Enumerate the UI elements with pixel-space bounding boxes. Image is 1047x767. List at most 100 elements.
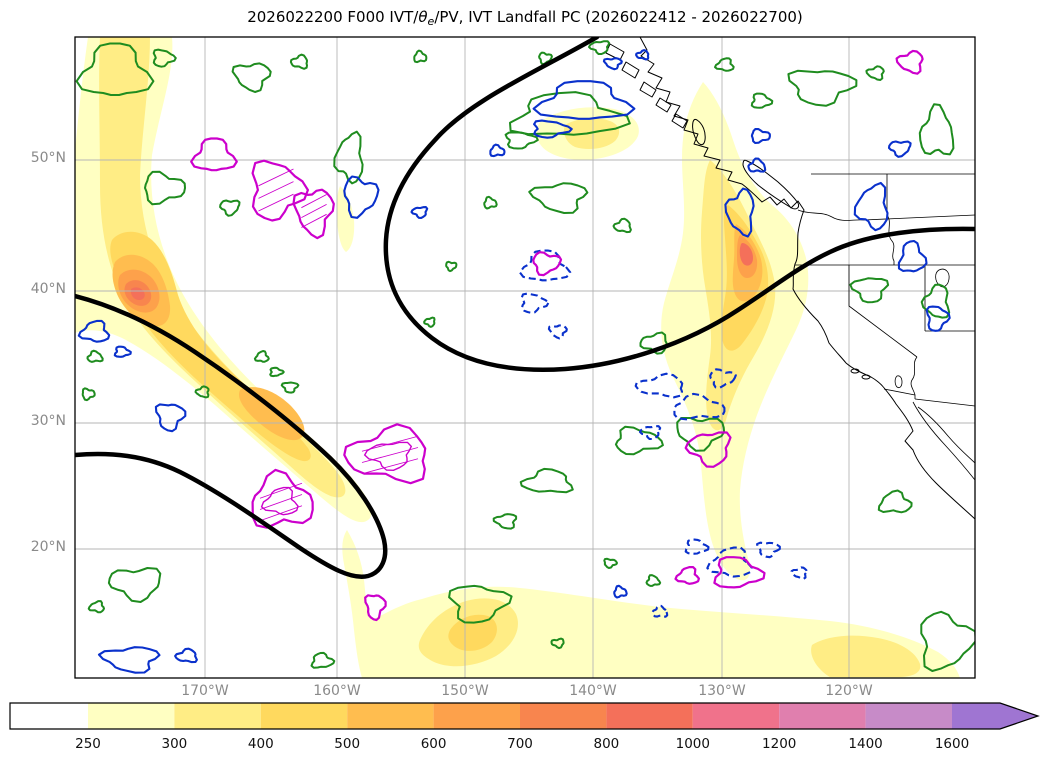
y-tick-label: 40°N [30,281,66,297]
ivt-fill-bottom-400 [448,614,497,651]
green-contour [550,637,565,650]
colorbar-outline [9,702,1040,730]
magenta-contour-inner [260,486,299,516]
ivt-shading [75,37,960,678]
green-contour [519,467,574,494]
green-contour [849,277,890,304]
blue-contour [887,140,912,158]
magenta-contour-hatch [301,204,327,218]
colorbar-tick-label: 700 [507,736,533,752]
blue-contour [113,345,132,358]
green-contour [75,42,155,96]
ivt-fill-left-800 [130,287,145,300]
magenta-contour-hatch [259,494,303,510]
x-tick-label: 170°W [181,683,229,699]
green-contour [81,387,96,402]
blue-contour [897,239,928,273]
x-tick-label: 160°W [313,683,361,699]
blue-contour-dashed [706,546,753,578]
green-contour [144,170,186,206]
colorbar-tick-label: 1400 [848,736,882,752]
green-contour [253,350,270,363]
blue-contour [77,319,111,343]
colorbar-segment [10,703,88,729]
colorbar-segment [174,703,261,729]
green-contour [231,62,272,93]
border-ca-nv [848,265,918,358]
magenta-contour [684,431,732,468]
state-borders [795,173,975,481]
blue-contour [343,175,380,219]
lake-salton [894,375,903,389]
blue-contour-dashed [634,372,684,399]
island-alexander-5 [671,113,688,129]
green-contour [310,651,336,669]
coast-gulf-california-baja [912,401,975,481]
green-contour [504,131,539,150]
coastline-mainland [639,37,975,520]
magenta-contour [532,251,563,277]
map-frame [74,36,976,679]
blue-contour-dashed [673,392,726,421]
blue-contour [174,647,198,664]
green-contour [87,600,105,614]
colorbar-tick-label: 400 [248,736,274,752]
magenta-contour-hatch [361,435,419,452]
magenta-contour-hatch [259,505,303,522]
island-alexander-4 [655,97,672,113]
green-contour [492,513,518,530]
blue-contour-dashed [756,541,781,559]
blue-contour [635,49,650,61]
colorbar-tick-label: 600 [421,736,447,752]
green-contour [152,48,177,68]
blue-contour [532,80,636,120]
green-contour [750,92,774,109]
colorbar-segment [779,703,866,729]
magenta-contour-hatch [301,213,327,228]
colorbar-segment [865,703,952,729]
island-channel-2 [861,374,871,380]
green-contour [603,557,618,569]
ivt-fill-coast-800 [739,243,753,266]
island-channel-1 [850,368,860,374]
colorbar-segment [260,703,348,729]
blue-contour [489,143,506,158]
figure-title: 2026022200 F000 IVT/θe/PV, IVT Landfall … [75,8,975,28]
green-contour [333,130,364,185]
green-contour [280,381,300,394]
green-contour [448,584,513,624]
lake-great-salt [935,268,950,288]
title-theta-subscript: e [427,15,435,28]
blue-contour [410,206,429,219]
magenta-contour-inner [363,441,413,472]
green-contour [614,425,664,456]
green-contour [289,53,308,70]
magenta-contour [190,137,238,172]
border-us-mexico [883,388,975,407]
title-theta-symbol: θ [418,8,428,26]
blue-contour-dashed [790,566,808,580]
colorbar-segment [520,703,607,729]
green-contour [445,260,458,273]
coastline-borders [605,37,975,520]
blue-contour [613,584,628,599]
colorbar-segment [692,703,780,729]
green-contour [918,103,955,156]
colorbar-tick-label: 1000 [676,736,710,752]
magenta-contour-hatch [258,193,294,212]
coast-gulf-california-mainland [917,406,975,464]
green-contour [194,385,210,399]
green-contour [269,366,285,378]
magenta-contour [251,468,314,529]
magenta-contour [713,556,766,589]
contour-overlays [75,40,975,674]
colorbar-segment [606,703,693,729]
green-contour [219,199,241,217]
magenta-contour [251,159,309,222]
colorbar-segment [347,703,434,729]
island-haida-gwaii [692,118,706,146]
green-contour [528,182,589,214]
magenta-contour-hatch [259,482,303,499]
ivt-fill-topcenter-300 [564,118,620,149]
